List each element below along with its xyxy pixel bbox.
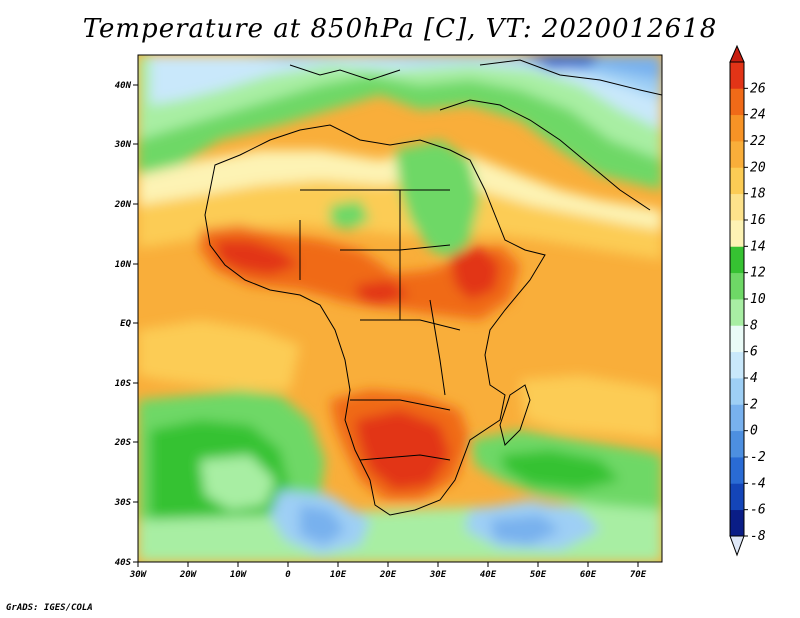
colorbar-segment bbox=[730, 351, 744, 379]
colorbar-label: 4 bbox=[750, 371, 758, 386]
lat-tick-label: 40N bbox=[115, 81, 132, 91]
colorbar-segment bbox=[730, 114, 744, 142]
lon-tick-label: 60E bbox=[580, 570, 597, 580]
lat-tick-label: 10S bbox=[115, 379, 132, 389]
colorbar-segment bbox=[730, 404, 744, 432]
lat-tick-label: 20S bbox=[114, 438, 132, 448]
colorbar-segment bbox=[730, 220, 744, 247]
colorbar-segment bbox=[730, 483, 744, 511]
colorbar-segment bbox=[730, 378, 744, 405]
colorbar-segment bbox=[730, 246, 744, 274]
colorbar-segment bbox=[730, 325, 744, 353]
colorbar-segment bbox=[730, 141, 744, 168]
colorbar-label: 0 bbox=[750, 424, 758, 439]
lat-tick-label: 20N bbox=[114, 200, 132, 210]
colorbar-label: 14 bbox=[750, 239, 766, 254]
grads-credit: GrADS: IGES/COLA bbox=[6, 603, 93, 613]
lon-tick-label: 70E bbox=[630, 570, 647, 580]
colorbar-top-arrow bbox=[729, 44, 745, 63]
colorbar-label: 2 bbox=[750, 397, 758, 412]
lat-tick-label: 30S bbox=[114, 498, 132, 508]
colorbar-segment bbox=[730, 167, 744, 195]
lon-axis bbox=[137, 562, 639, 567]
colorbar-label: -4 bbox=[750, 476, 766, 491]
colorbar-label: 16 bbox=[750, 213, 766, 228]
colorbar-label: 8 bbox=[750, 318, 758, 333]
colorbar-segment bbox=[730, 430, 744, 458]
colorbar-segment bbox=[730, 193, 744, 221]
lat-tick-label: 10N bbox=[115, 260, 132, 270]
colorbar-segment bbox=[730, 272, 744, 300]
colorbar-label: 20 bbox=[750, 160, 766, 175]
colorbar-segment bbox=[730, 509, 744, 537]
colorbar-label: 22 bbox=[750, 134, 766, 149]
colorbar-label: 26 bbox=[750, 81, 766, 96]
colorbar-label: -6 bbox=[750, 503, 766, 518]
lon-tick-label: 0 bbox=[285, 570, 291, 580]
lon-tick-label: 30W bbox=[129, 570, 148, 580]
lat-tick-label: 40S bbox=[115, 558, 132, 568]
colorbar-bottom-arrow bbox=[729, 535, 745, 557]
colorbar-label: 6 bbox=[750, 345, 758, 360]
colorbar-segment bbox=[730, 299, 744, 326]
map-title: Temperature at 850hPa [C], VT: 202001261… bbox=[82, 14, 718, 44]
lon-tick-label: 20W bbox=[179, 570, 198, 580]
colorbar-segment bbox=[730, 457, 744, 484]
lon-tick-label: 40E bbox=[480, 570, 497, 580]
colorbar-segment bbox=[730, 88, 744, 116]
coastlines bbox=[204, 59, 662, 516]
colorbar-label: 24 bbox=[750, 108, 766, 123]
lon-tick-label: 10W bbox=[230, 570, 248, 580]
lat-tick-label: 30N bbox=[114, 140, 132, 150]
map-frame bbox=[137, 54, 663, 563]
colorbar-segment bbox=[730, 62, 744, 89]
lat-axis bbox=[133, 84, 138, 563]
colorbar-label: -2 bbox=[750, 450, 766, 465]
colorbar-label: -8 bbox=[750, 529, 766, 544]
colorbar bbox=[729, 44, 745, 557]
lon-tick-label: 20E bbox=[379, 570, 397, 580]
lon-tick-label: 50E bbox=[530, 570, 547, 580]
lat-tick-label: EQ bbox=[120, 319, 131, 329]
colorbar-label: 12 bbox=[750, 266, 766, 281]
lon-tick-label: 10E bbox=[330, 570, 347, 580]
lon-tick-label: 30E bbox=[429, 570, 447, 580]
colorbar-label: 10 bbox=[750, 292, 766, 307]
colorbar-label: 18 bbox=[750, 187, 766, 202]
